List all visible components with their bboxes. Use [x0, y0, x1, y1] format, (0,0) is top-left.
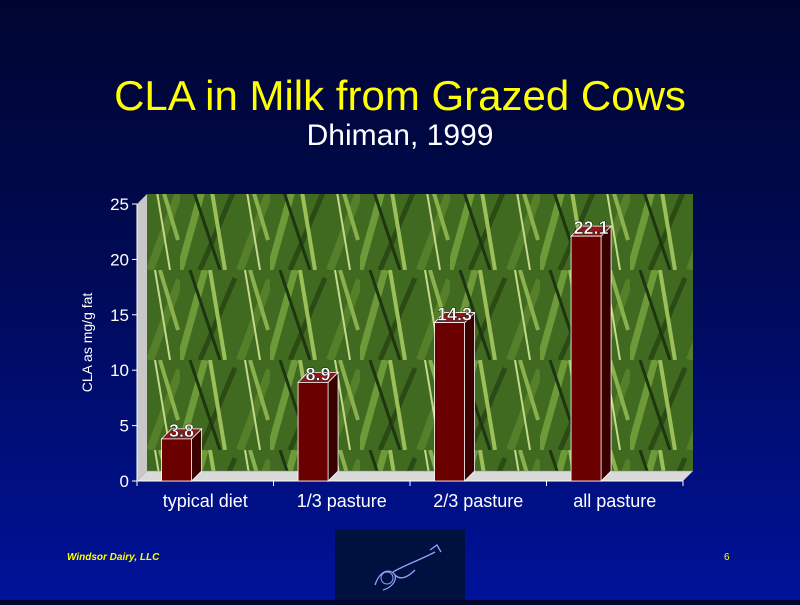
y-tick-label: 25	[110, 195, 129, 214]
data-label: 22.1	[574, 218, 609, 238]
bar	[160, 427, 203, 482]
y-tick-label: 5	[120, 417, 129, 436]
y-tick-label: 0	[120, 472, 129, 491]
company-logo	[335, 530, 465, 600]
x-tick-label: 1/3 pasture	[297, 491, 387, 511]
x-tick-label: typical diet	[163, 491, 248, 511]
plot-background	[147, 194, 693, 471]
bar-side	[464, 311, 475, 482]
plot-side-wall	[137, 194, 147, 481]
y-tick-label: 20	[110, 250, 129, 269]
data-label: 3.8	[169, 421, 194, 441]
bar-side	[600, 225, 612, 482]
bar	[297, 371, 340, 482]
slide-title: CLA in Milk from Grazed Cows	[114, 72, 686, 119]
y-axis-label: CLA as mg/g fat	[79, 293, 95, 393]
bar-front	[434, 322, 465, 482]
x-tick-label: 2/3 pasture	[433, 491, 523, 511]
bar	[433, 311, 476, 482]
y-tick-label: 10	[110, 361, 129, 380]
company-name: Windsor Dairy, LLC	[67, 552, 160, 563]
x-tick-label: all pasture	[573, 491, 656, 511]
bar-front	[161, 438, 192, 482]
bar	[570, 225, 613, 482]
bar-side	[327, 371, 339, 482]
y-tick-label: 15	[110, 306, 129, 325]
data-label: 14.3	[437, 305, 472, 325]
bar-front	[570, 235, 602, 482]
slide-subtitle: Dhiman, 1999	[306, 119, 494, 152]
data-label: 8.9	[306, 364, 331, 384]
page-number: 6	[724, 552, 730, 563]
bar-front	[297, 381, 329, 482]
